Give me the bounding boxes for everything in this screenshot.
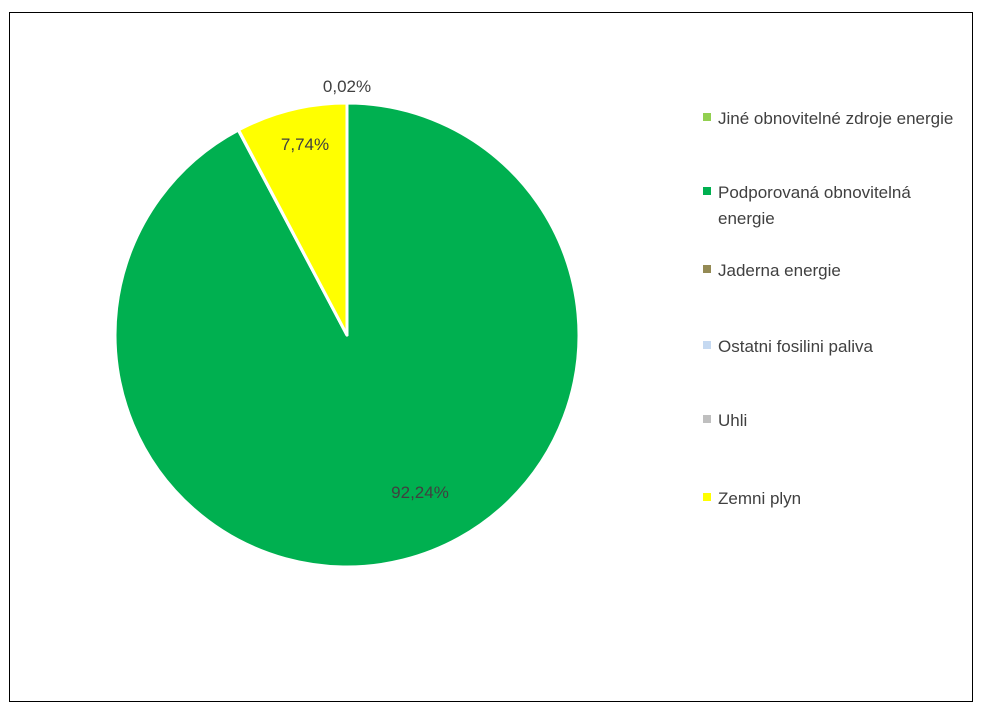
legend-swatch — [703, 415, 711, 423]
legend-swatch — [703, 113, 711, 121]
legend-label: Uhli — [718, 411, 748, 430]
legend-item: Jaderna energie — [703, 258, 965, 284]
slice-data-label-6: 7,74% — [281, 135, 329, 154]
legend-item: Zemni plyn — [703, 486, 965, 512]
legend-label: Ostatni fosilini paliva — [718, 337, 873, 356]
slice-data-label-2: 92,24% — [391, 483, 449, 502]
pie-slice-6 — [237, 101, 349, 337]
legend-label: Podporovaná obnovitelná energie — [718, 183, 911, 228]
legend-swatch — [703, 493, 711, 501]
pie-slice-2 — [113, 101, 581, 569]
pie-chart: 92,24% 0,02% 7,74% — [113, 77, 581, 569]
legend-label: Zemni plyn — [718, 489, 802, 508]
legend-label: Jiné obnovitelné zdroje energie — [718, 109, 954, 128]
slice-data-label-5: 0,02% — [323, 77, 371, 96]
legend-label: Jaderna energie — [718, 261, 841, 280]
legend-swatch — [703, 265, 711, 273]
legend-swatch — [703, 187, 711, 195]
legend-item: Podporovaná obnovitelná energie — [703, 180, 965, 232]
legend-item: Ostatni fosilini paliva — [703, 334, 965, 360]
legend-item: Uhli — [703, 408, 965, 434]
legend-item: Jiné obnovitelné zdroje energie — [703, 106, 965, 132]
legend-swatch — [703, 341, 711, 349]
